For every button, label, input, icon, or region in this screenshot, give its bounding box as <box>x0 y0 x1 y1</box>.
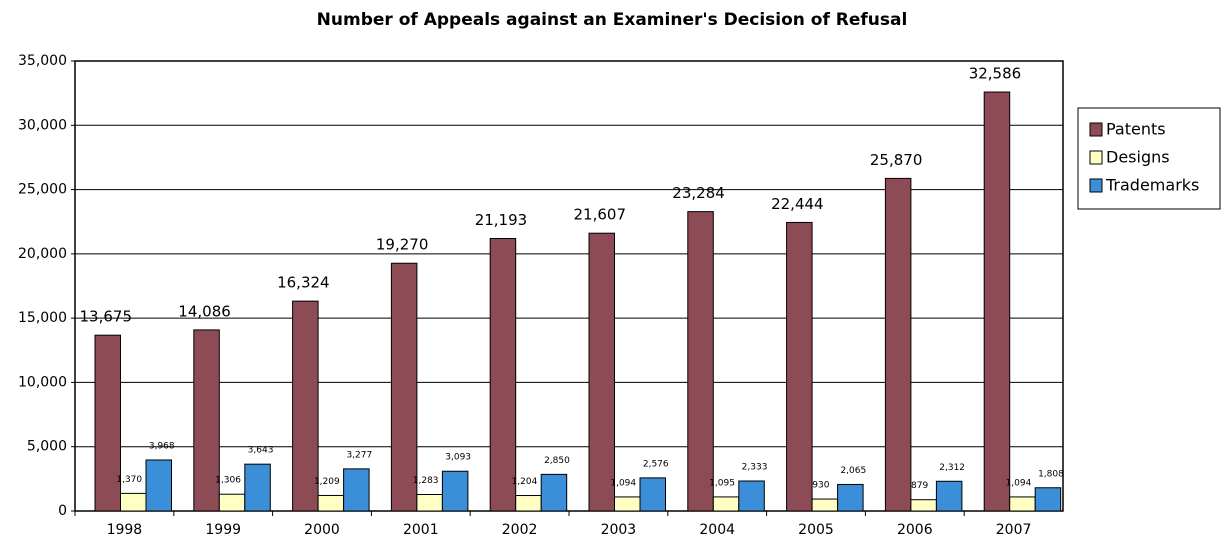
bar <box>738 480 765 512</box>
value-label: 1,306 <box>215 476 241 486</box>
legend-swatch <box>1089 122 1103 137</box>
x-tick-label: 1999 <box>205 522 241 538</box>
y-tick-label: 10,000 <box>18 374 67 390</box>
x-tick-label: 1998 <box>107 522 143 538</box>
value-label: 1,094 <box>1006 478 1032 488</box>
value-label: 3,277 <box>346 450 372 460</box>
x-tick-label: 2004 <box>699 522 735 538</box>
x-tick-label: 2002 <box>502 522 538 538</box>
bar <box>193 329 220 512</box>
bar <box>343 468 370 512</box>
bar <box>837 483 864 512</box>
value-label: 2,576 <box>643 459 669 469</box>
bar <box>884 177 912 512</box>
legend-label: Trademarks <box>1105 176 1199 195</box>
value-label: 19,270 <box>376 236 429 254</box>
x-tick-label: 2001 <box>403 522 439 538</box>
y-tick-label: 25,000 <box>18 182 67 198</box>
bar <box>540 473 568 512</box>
bar <box>910 499 937 512</box>
bar <box>983 91 1011 512</box>
bar <box>489 238 517 512</box>
value-label: 1,370 <box>116 475 142 485</box>
value-label: 23,284 <box>672 184 725 202</box>
legend-label: Designs <box>1106 148 1170 167</box>
bar <box>935 480 963 512</box>
y-tick-label: 20,000 <box>18 246 67 262</box>
x-tick-label: 2005 <box>798 522 834 538</box>
y-tick-label: 35,000 <box>18 53 67 69</box>
bar <box>244 463 271 512</box>
bar <box>687 211 714 512</box>
x-tick-label: 2000 <box>304 522 340 538</box>
bar <box>614 496 641 512</box>
value-label: 13,675 <box>80 308 133 326</box>
x-tick-label: 2007 <box>996 522 1032 538</box>
y-tick-label: 15,000 <box>18 310 67 326</box>
value-label: 1,095 <box>709 478 735 488</box>
bar <box>441 470 469 512</box>
bar <box>390 262 418 512</box>
value-label: 3,968 <box>149 441 175 451</box>
bar <box>786 221 813 512</box>
bar <box>1009 496 1036 512</box>
bar <box>317 494 345 512</box>
value-label: 2,065 <box>840 466 866 476</box>
value-label: 32,586 <box>969 65 1022 83</box>
bar <box>416 494 443 512</box>
legend-label: Patents <box>1106 120 1166 139</box>
y-tick-label: 0 <box>58 503 67 519</box>
value-label: 1,808 <box>1038 469 1064 479</box>
value-label: 21,193 <box>475 211 528 229</box>
plot-frame <box>74 60 1064 512</box>
value-label: 16,324 <box>277 274 330 292</box>
y-tick-label: 5,000 <box>27 439 67 455</box>
legend-swatch <box>1089 178 1103 193</box>
value-label: 1,209 <box>314 477 340 487</box>
bar <box>515 495 542 512</box>
value-label: 1,283 <box>413 476 439 486</box>
bar <box>588 232 615 512</box>
bar <box>712 496 740 512</box>
chart-title: Number of Appeals against an Examiner's … <box>317 10 908 30</box>
bar <box>811 498 839 512</box>
x-tick-label: 2003 <box>601 522 637 538</box>
value-label: 14,086 <box>178 302 231 320</box>
value-label: 2,333 <box>742 463 768 473</box>
value-label: 21,607 <box>574 206 627 224</box>
bar <box>1034 487 1062 512</box>
value-label: 3,643 <box>248 446 274 456</box>
value-label: 3,093 <box>445 453 471 463</box>
bar <box>218 493 246 512</box>
value-label: 2,312 <box>939 463 965 473</box>
value-label: 25,870 <box>870 151 923 169</box>
bar <box>145 459 172 512</box>
y-tick-label: 30,000 <box>18 117 67 133</box>
bar <box>120 492 147 512</box>
value-label: 879 <box>911 481 928 491</box>
value-label: 930 <box>812 481 829 491</box>
value-label: 22,444 <box>771 195 824 213</box>
bar <box>94 334 121 512</box>
bar <box>639 477 666 512</box>
bar <box>292 300 319 512</box>
value-label: 1,204 <box>512 477 538 487</box>
legend-swatch <box>1089 150 1103 165</box>
value-label: 2,850 <box>544 456 570 466</box>
value-label: 1,094 <box>610 478 636 488</box>
x-tick-label: 2006 <box>897 522 933 538</box>
